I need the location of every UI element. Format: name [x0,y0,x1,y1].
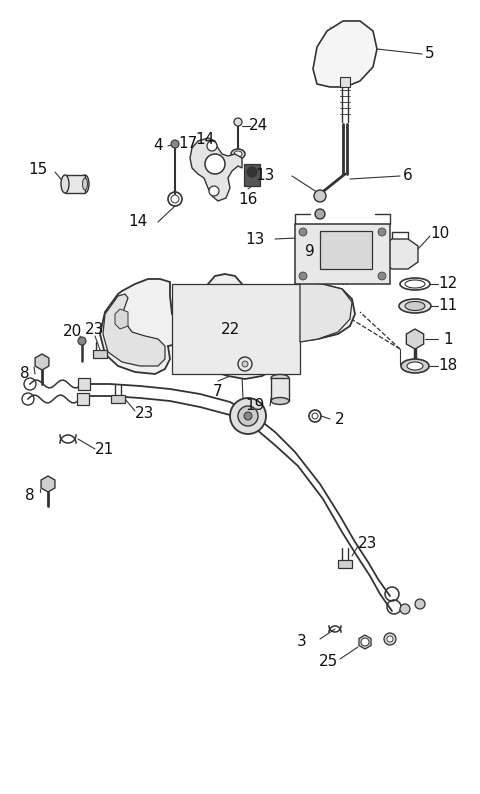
Ellipse shape [81,175,89,193]
Circle shape [242,361,248,367]
Polygon shape [115,309,128,329]
Text: 15: 15 [28,161,48,176]
Circle shape [247,167,257,177]
Circle shape [314,190,326,202]
Ellipse shape [234,151,242,157]
Text: 6: 6 [403,168,413,183]
Text: 14: 14 [128,214,148,229]
Polygon shape [300,282,352,342]
Circle shape [384,633,396,645]
Text: 22: 22 [220,322,240,337]
Circle shape [207,141,217,151]
Circle shape [400,604,410,614]
Circle shape [171,195,179,203]
Text: 7: 7 [213,384,223,399]
Ellipse shape [407,362,423,370]
Circle shape [244,412,252,420]
Bar [78,378,90,390]
Bar [340,77,350,87]
Text: 21: 21 [96,441,115,457]
Circle shape [340,249,350,259]
Bar [77,393,89,405]
Text: 3: 3 [297,634,307,649]
Bar [271,378,289,401]
Ellipse shape [401,359,429,373]
Bar [93,350,107,358]
Ellipse shape [61,175,69,193]
Text: 23: 23 [358,537,378,552]
Text: 2: 2 [335,411,345,426]
Text: 4: 4 [153,138,163,153]
Bar [320,231,372,269]
Circle shape [378,228,386,236]
Circle shape [361,638,369,646]
Circle shape [299,272,307,280]
Circle shape [339,230,351,242]
Bar [111,395,125,403]
Ellipse shape [231,149,245,159]
Text: 23: 23 [135,407,155,422]
Text: 13: 13 [255,168,275,183]
Text: 14: 14 [195,132,215,147]
Circle shape [415,599,425,609]
Circle shape [171,140,179,148]
Text: 11: 11 [438,299,457,314]
Polygon shape [35,354,49,370]
Text: 12: 12 [438,276,457,291]
Circle shape [78,337,86,345]
Bar [338,560,352,568]
Ellipse shape [271,375,289,381]
Circle shape [234,118,242,126]
Circle shape [299,228,307,236]
Circle shape [205,154,225,174]
Circle shape [315,209,325,219]
Text: 8: 8 [25,488,35,503]
Ellipse shape [83,178,87,190]
Text: 1: 1 [443,332,453,346]
Text: 19: 19 [245,399,264,414]
Bar [244,164,260,186]
Text: 18: 18 [438,359,457,373]
Text: 20: 20 [62,325,82,340]
Bar [172,284,300,374]
Circle shape [312,413,318,419]
Polygon shape [382,239,418,269]
Bar [65,175,85,193]
Ellipse shape [399,299,431,313]
Circle shape [378,272,386,280]
Text: 25: 25 [318,654,337,669]
Polygon shape [103,294,165,366]
Text: 5: 5 [425,47,435,61]
Polygon shape [359,635,371,649]
Polygon shape [100,274,355,379]
Text: 24: 24 [248,118,268,133]
Text: 8: 8 [20,367,30,381]
Text: 23: 23 [85,322,105,337]
Text: 9: 9 [305,245,315,260]
Polygon shape [190,138,242,201]
Polygon shape [407,329,424,349]
Text: 13: 13 [245,232,264,246]
Ellipse shape [405,280,425,288]
Polygon shape [313,21,377,87]
Circle shape [209,186,219,196]
Bar [295,224,390,284]
Ellipse shape [271,398,289,404]
Circle shape [387,636,393,642]
Circle shape [230,398,266,434]
Text: 16: 16 [238,191,258,206]
Circle shape [238,406,258,426]
Text: 17: 17 [179,137,198,152]
Polygon shape [41,476,55,492]
Ellipse shape [405,302,425,310]
Text: 10: 10 [431,226,450,241]
